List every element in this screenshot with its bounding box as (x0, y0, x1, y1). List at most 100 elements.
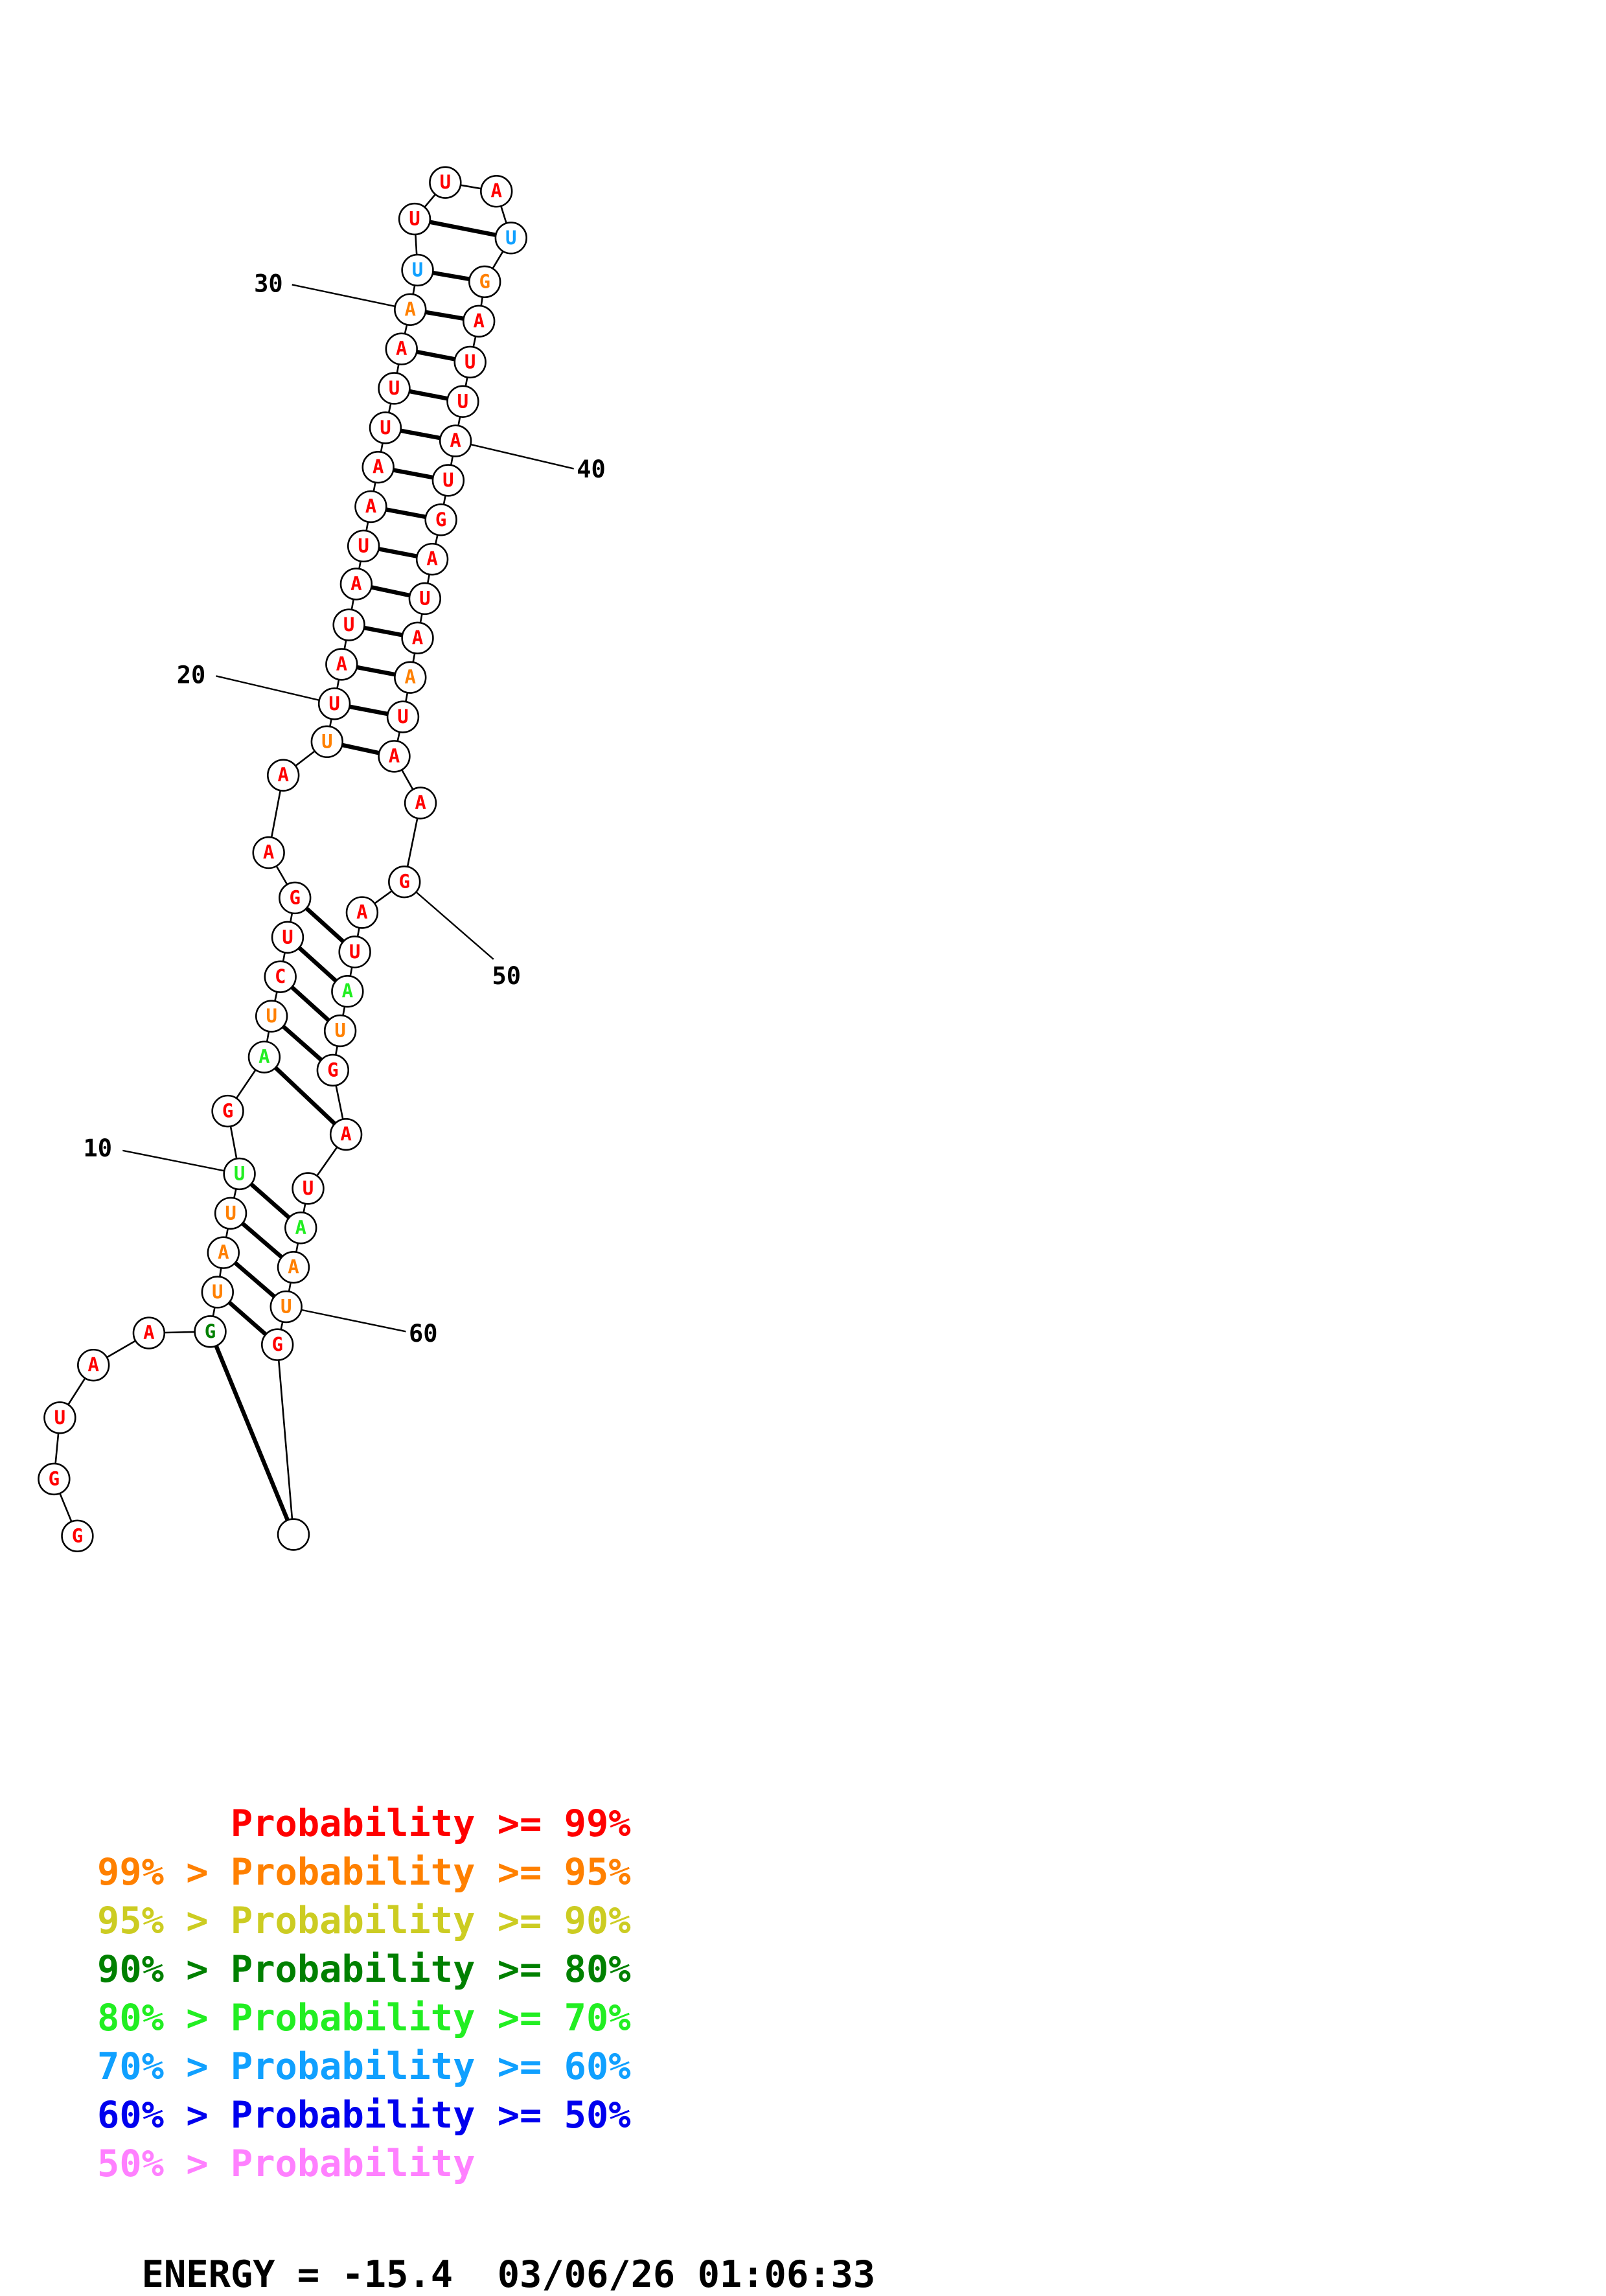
nucleotide: A (394, 661, 427, 694)
nucleotide-circle (214, 1197, 247, 1230)
nucleotide-circle (378, 740, 411, 773)
base-pair-lines (214, 220, 496, 1521)
nucleotide-letter: A (87, 1354, 98, 1376)
nucleotide-circle (310, 725, 344, 759)
base-pair-bond (429, 220, 496, 237)
base-pair-bond (227, 1300, 268, 1337)
nucleotide: A (404, 786, 437, 820)
nucleotide-circle (270, 1290, 303, 1324)
nucleotide: U (347, 529, 380, 563)
position-label: 50 (492, 962, 521, 990)
nucleotide-circle (279, 881, 312, 915)
nucleotide-circle (385, 332, 418, 365)
nucleotide-letter: U (282, 926, 293, 948)
nucleotide-letter: U (281, 1296, 292, 1318)
nucleotide-letter: U (234, 1162, 245, 1184)
nucleotide-letter: G (72, 1524, 83, 1546)
nucleotide: U (292, 1172, 325, 1205)
nucleotide-circle (394, 293, 427, 326)
nucleotide: U (201, 1276, 234, 1309)
position-tick (455, 440, 574, 470)
base-pair-bond (409, 389, 448, 401)
nucleotide-circle (415, 542, 449, 576)
legend-row: 60% > Probability >= 50% (97, 2094, 631, 2137)
nucleotide-letter: G (49, 1467, 60, 1489)
nucleotide: A (132, 1316, 166, 1349)
nucleotide: A (284, 1211, 317, 1245)
nucleotide-letter: U (419, 587, 430, 609)
nucleotide: G (468, 265, 501, 299)
nucleotide-circle (77, 1348, 110, 1382)
legend-row: 80% > Probability >= 70% (97, 1997, 631, 2039)
nucleotide: U (323, 1014, 357, 1048)
base-pair-bond (371, 585, 411, 598)
nucleotide: U (429, 166, 462, 199)
nucleotide: U (270, 1290, 303, 1324)
nucleotide-circle (388, 866, 421, 899)
nucleotide-letter: A (288, 1256, 299, 1278)
nucleotide-circle (494, 222, 527, 255)
nucleotide: U (332, 608, 365, 641)
nucleotide-circle (271, 921, 304, 954)
nucleotide-letter: A (389, 745, 400, 767)
timestamp: 03/06/26 01:06:33 (497, 2253, 876, 2296)
nucleotide-circle (43, 1401, 76, 1434)
nucleotide-circle (277, 1518, 310, 1551)
nucleotide-circle (339, 568, 373, 601)
nucleotide-letter: U (412, 258, 423, 281)
nucleotide: U (223, 1157, 256, 1191)
position-label: 30 (254, 270, 283, 298)
nucleotide-circle (439, 424, 472, 457)
nucleotide-circle (446, 385, 479, 418)
nucleotide: U (338, 936, 371, 969)
nucleotide-letter: U (54, 1406, 65, 1429)
nucleotide-circle (354, 490, 387, 523)
nucleotide-circle (369, 411, 402, 444)
position-tick (292, 284, 411, 310)
nucleotide-circle (323, 1014, 357, 1048)
nucleotide-letter: A (450, 430, 461, 452)
nucleotide: U (401, 253, 434, 287)
nucleotide-letter: A (350, 573, 361, 595)
nucleotide-circle (480, 175, 513, 208)
nucleotide: G (316, 1053, 350, 1087)
nucleotide-circle (361, 450, 395, 484)
nucleotide: G (424, 503, 457, 536)
nucleotide-circle (61, 1519, 94, 1553)
nucleotide-circle (325, 648, 358, 681)
nucleotide-letter: A (218, 1241, 229, 1263)
nucleotide-letter: U (465, 350, 476, 373)
nucleotide-circle (264, 960, 297, 993)
nucleotide-letter: A (491, 180, 502, 202)
nucleotide: A (401, 621, 434, 655)
legend-row: Probability >= 99% (97, 1802, 631, 1845)
position-tick (286, 1305, 406, 1333)
base-pair-bond (274, 1066, 336, 1126)
energy-footer: ENERGY = -15.4 03/06/26 01:06:33 (97, 2210, 875, 2296)
nucleotide: A (480, 175, 513, 208)
nucleotide-letter: A (356, 901, 367, 923)
nucleotide-letter: A (143, 1322, 154, 1344)
base-pair-bond (416, 349, 455, 362)
nucleotide-letter: A (263, 842, 274, 864)
nucleotide-letter: C (275, 965, 286, 987)
nucleotide: U (446, 385, 479, 418)
base-pair-bond (214, 1345, 290, 1521)
nucleotide-circle (468, 265, 501, 299)
position-labels: 10 20 30 40 50 60 (83, 270, 605, 1348)
nucleotide-letter: A (340, 1123, 351, 1145)
nucleotide: U (378, 372, 411, 405)
nucleotide-letter: G (399, 871, 410, 893)
nucleotide-circle (329, 1118, 363, 1151)
nucleotide: A (385, 332, 418, 365)
nucleotide: A (77, 1348, 110, 1382)
nucleotide-letter: U (397, 706, 408, 728)
nucleotide-letter: U (505, 227, 516, 249)
nucleotide: G (61, 1519, 94, 1553)
position-label: 10 (83, 1134, 112, 1162)
nucleotide-circle (211, 1094, 244, 1128)
base-pair-bond (304, 906, 345, 943)
nucleotide: A (207, 1236, 240, 1269)
